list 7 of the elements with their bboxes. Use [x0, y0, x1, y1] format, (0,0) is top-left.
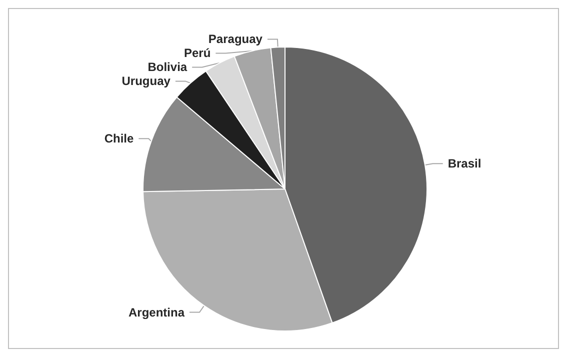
slice-label: Chile [104, 132, 134, 146]
slice-label: Argentina [128, 305, 185, 320]
slice-label: Uruguay [122, 74, 171, 88]
slice-label: Perú [184, 46, 211, 60]
slice-label: Paraguay [208, 32, 263, 46]
slice-label: Brasil [448, 156, 482, 171]
slice-label: Bolivia [148, 60, 188, 74]
